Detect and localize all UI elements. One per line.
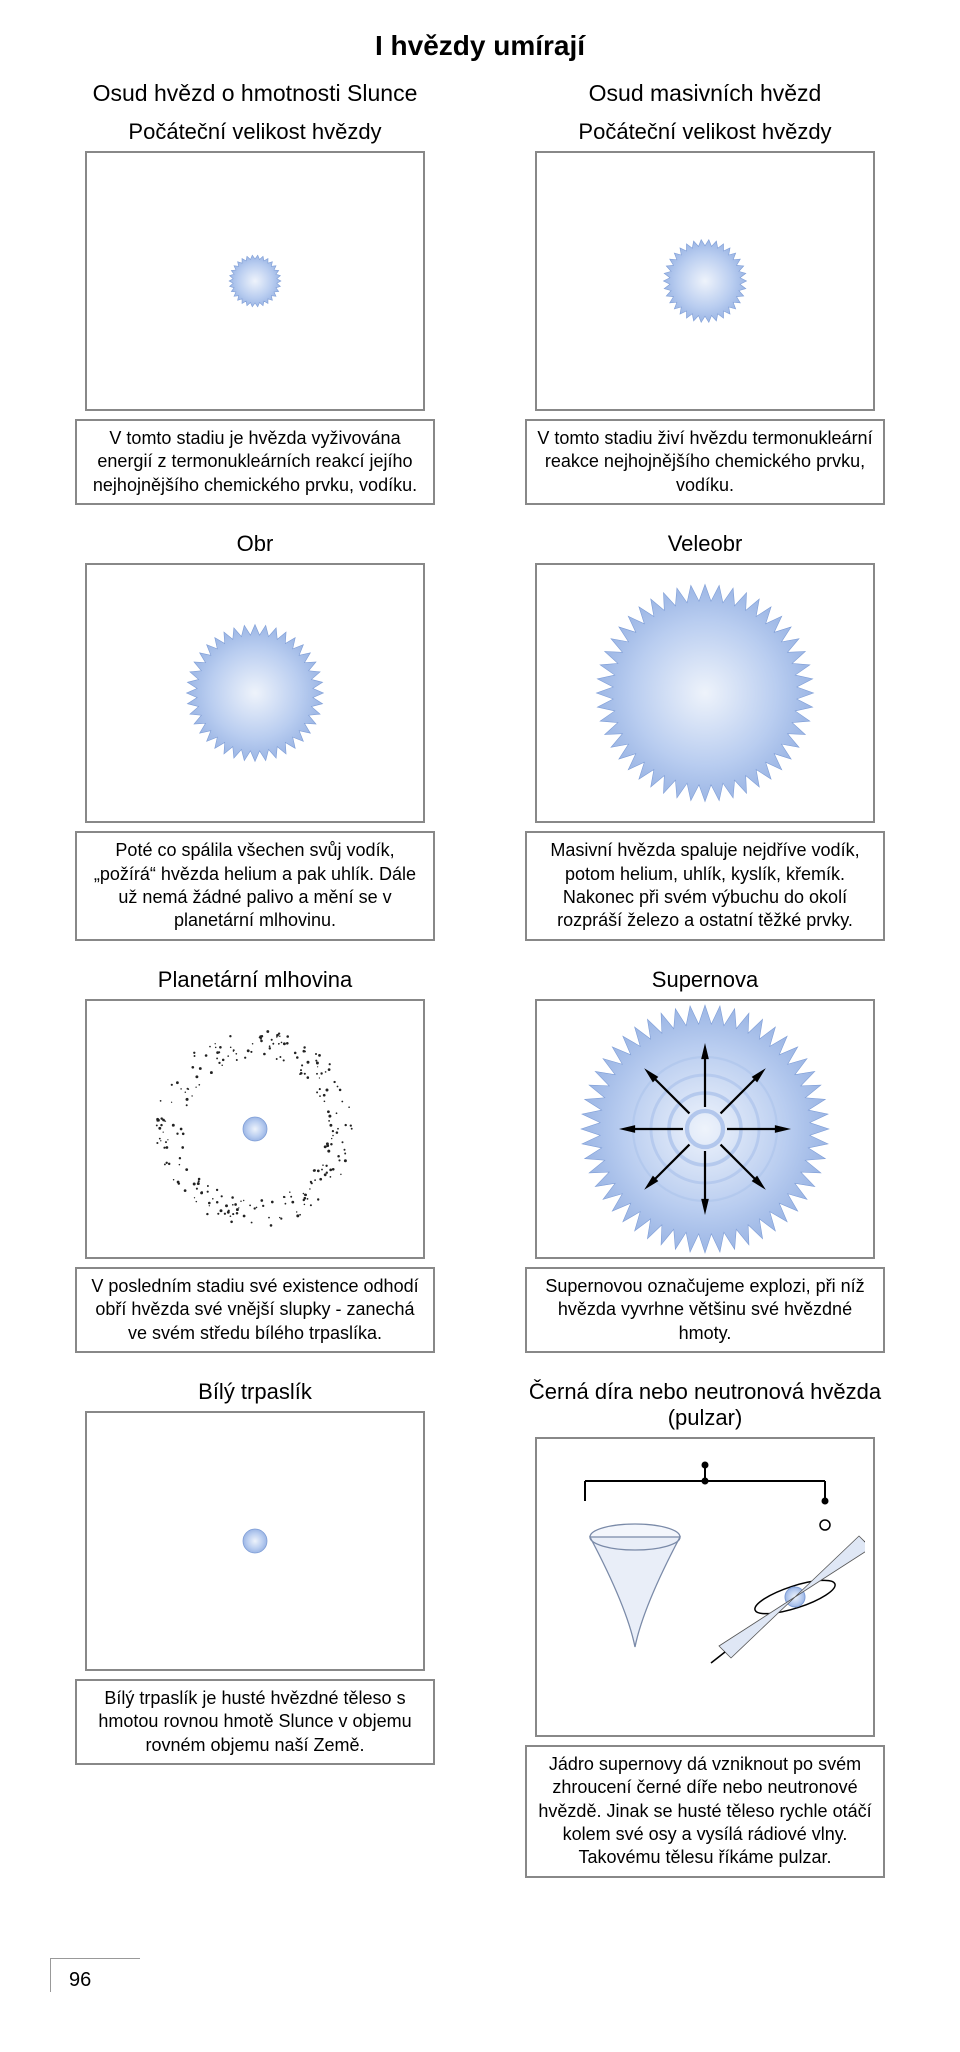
right-stage-2-label: Supernova: [652, 967, 758, 993]
left-stage-3-label: Bílý trpaslík: [198, 1379, 312, 1405]
right-panel-1: [535, 563, 875, 823]
left-caption-3: Bílý trpaslík je husté hvězdné těleso s …: [75, 1679, 435, 1765]
left-panel-0: [85, 151, 425, 411]
left-stage-1-label: Obr: [237, 531, 274, 557]
left-stage-0-label: Počáteční velikost hvězdy: [128, 119, 381, 145]
white-dwarf-icon: [235, 1521, 275, 1561]
right-panel-2: [535, 999, 875, 1259]
left-panel-2: [85, 999, 425, 1259]
left-caption-1: Poté co spálila všechen svůj vodík, „pož…: [75, 831, 435, 941]
left-column: Osud hvězd o hmotnosti Slunce Počáteční …: [60, 80, 450, 1898]
columns-wrapper: Osud hvězd o hmotnosti Slunce Počáteční …: [50, 80, 910, 1898]
page-number: 96: [50, 1958, 140, 1992]
right-panel-0: [535, 151, 875, 411]
right-column: Osud masivních hvězd Počáteční velikost …: [510, 80, 900, 1898]
blackhole-pulsar-icon: [545, 1447, 865, 1727]
left-panel-3: [85, 1411, 425, 1671]
right-stage-1-label: Veleobr: [668, 531, 743, 557]
left-caption-2: V posledním stadiu své existence odhodí …: [75, 1267, 435, 1353]
massive-star-icon: [650, 226, 760, 336]
right-caption-0: V tomto stadiu živí hvězdu termonukleárn…: [525, 419, 885, 505]
left-panel-1: [85, 563, 425, 823]
left-column-title: Osud hvězd o hmotnosti Slunce: [93, 80, 418, 107]
right-caption-1: Masivní hvězda spaluje nejdříve vodík, p…: [525, 831, 885, 941]
right-stage-0-label: Počáteční velikost hvězdy: [578, 119, 831, 145]
supergiant-star-icon: [585, 573, 825, 813]
small-star-icon: [220, 246, 290, 316]
supernova-icon: [565, 999, 845, 1259]
right-caption-2: Supernovou označujeme explozi, při níž h…: [525, 1267, 885, 1353]
giant-star-icon: [175, 613, 335, 773]
right-caption-3: Jádro supernovy dá vzniknout po svém zhr…: [525, 1745, 885, 1878]
right-column-title: Osud masivních hvězd: [589, 80, 822, 107]
right-panel-3: [535, 1437, 875, 1737]
left-caption-0: V tomto stadiu je hvězda vyživována ener…: [75, 419, 435, 505]
planetary-nebula-icon: [125, 999, 385, 1259]
left-stage-2-label: Planetární mlhovina: [158, 967, 352, 993]
page-title: I hvězdy umírají: [50, 30, 910, 62]
right-stage-3-label: Černá díra nebo neutronová hvězda (pulza…: [510, 1379, 900, 1431]
